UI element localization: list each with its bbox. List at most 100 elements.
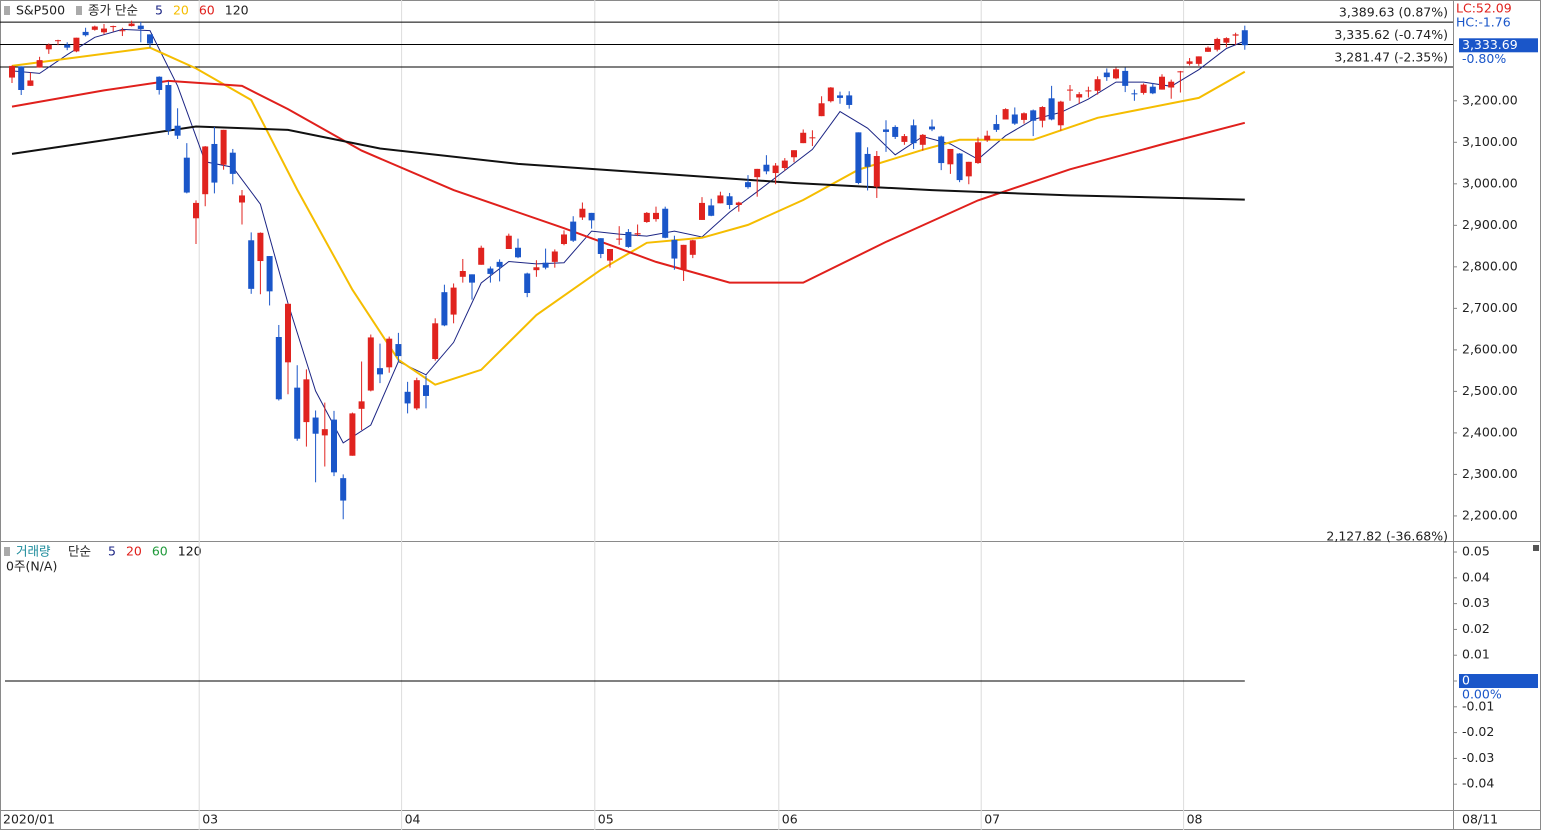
legend-entry: 120 bbox=[178, 544, 202, 559]
candle-body bbox=[1021, 113, 1027, 120]
candle-body bbox=[119, 30, 126, 32]
candle-body bbox=[763, 164, 770, 172]
candle-body bbox=[156, 76, 163, 91]
volume-title: 거래량 bbox=[16, 544, 51, 559]
candle-body bbox=[1002, 109, 1009, 120]
candle-body bbox=[892, 126, 899, 137]
y-tick-label: -0.01 bbox=[1462, 698, 1494, 713]
header-icon bbox=[4, 6, 10, 15]
candle-body bbox=[220, 129, 227, 165]
candle-body bbox=[1057, 101, 1064, 126]
ma-line bbox=[11, 125, 1245, 201]
candle-body bbox=[1140, 84, 1147, 93]
candle-body bbox=[938, 136, 945, 164]
y-tick-label: 0.03 bbox=[1462, 595, 1490, 610]
candle-body bbox=[1195, 56, 1202, 64]
candle-body bbox=[101, 28, 107, 33]
candle-body bbox=[36, 60, 43, 68]
candle-body bbox=[266, 256, 273, 292]
candle-body bbox=[1067, 89, 1073, 91]
candle-body bbox=[1241, 30, 1248, 46]
candle-body bbox=[202, 146, 209, 195]
candle-body bbox=[837, 95, 843, 98]
candle-body bbox=[1177, 71, 1184, 73]
candle-body bbox=[285, 303, 291, 363]
candle-body bbox=[1048, 98, 1055, 120]
candle-body bbox=[818, 103, 825, 117]
candle-body bbox=[303, 379, 310, 423]
last-value-label: 0 bbox=[1462, 673, 1470, 688]
candle-body bbox=[643, 212, 650, 223]
candle-body bbox=[588, 212, 595, 221]
candle-body bbox=[239, 195, 245, 203]
candle-body bbox=[653, 212, 659, 220]
candle-body bbox=[524, 273, 531, 294]
y-tick-label: 2,500.00 bbox=[1462, 383, 1518, 398]
candle-body bbox=[248, 240, 255, 289]
candle-body bbox=[533, 267, 540, 271]
candle-body bbox=[708, 205, 715, 216]
candle-body bbox=[671, 239, 678, 259]
candle-body bbox=[1232, 34, 1239, 36]
x-tick-label: 03 bbox=[202, 812, 218, 827]
candle-body bbox=[64, 44, 71, 48]
candle-body bbox=[929, 126, 935, 130]
candle-body bbox=[441, 292, 448, 326]
lc-label: LC:52.09 bbox=[1456, 1, 1512, 16]
candle-body bbox=[1186, 61, 1193, 64]
candle-body bbox=[229, 152, 236, 174]
candle-body bbox=[791, 150, 797, 158]
candle-body bbox=[809, 137, 816, 139]
candle-body bbox=[82, 31, 89, 36]
legend-entry: 60 bbox=[152, 544, 168, 559]
candle-body bbox=[395, 344, 402, 357]
candle-body bbox=[561, 234, 567, 245]
candle-body bbox=[1085, 90, 1092, 92]
x-tick-label: 04 bbox=[405, 812, 421, 827]
candle-body bbox=[1113, 69, 1119, 79]
candle-body bbox=[956, 153, 963, 181]
candle-body bbox=[1159, 76, 1165, 90]
candle-body bbox=[1094, 79, 1101, 91]
candle-body bbox=[1131, 93, 1138, 95]
candle-body bbox=[321, 429, 328, 436]
candle-body bbox=[73, 37, 80, 52]
candle-body bbox=[27, 80, 34, 86]
legend-entry: 20 bbox=[126, 544, 142, 559]
candle-body bbox=[634, 233, 641, 235]
candle-body bbox=[505, 235, 512, 249]
candle-body bbox=[211, 143, 218, 183]
candle-body bbox=[846, 95, 853, 105]
x-tick-label: 06 bbox=[782, 812, 798, 827]
low-label: 2,127.82 (-36.68%) bbox=[1326, 529, 1448, 544]
y-tick-label: -0.02 bbox=[1462, 724, 1494, 739]
candle-body bbox=[625, 231, 632, 247]
y-tick-label: 3,100.00 bbox=[1462, 134, 1518, 149]
legend-entry: 5 bbox=[108, 544, 116, 559]
candle-body bbox=[579, 208, 586, 218]
candle-body bbox=[110, 26, 117, 28]
candle-body bbox=[1030, 110, 1037, 121]
candle-body bbox=[358, 401, 365, 409]
y-tick-label: 3,200.00 bbox=[1462, 92, 1518, 107]
candle-body bbox=[413, 380, 420, 409]
candle-body bbox=[975, 142, 981, 164]
candle-body bbox=[689, 240, 696, 255]
reference-label: 3,281.47 (-2.35%) bbox=[1334, 49, 1448, 64]
candle-body bbox=[128, 23, 135, 27]
y-tick-label: -0.03 bbox=[1462, 750, 1494, 765]
volume-ma-label: 단순 bbox=[68, 544, 91, 559]
volume-note: 0주(N/A) bbox=[6, 559, 57, 574]
candle-body bbox=[478, 247, 485, 265]
panel-button[interactable] bbox=[1533, 545, 1539, 551]
ma-label: 종가 단순 bbox=[88, 3, 138, 18]
candle-body bbox=[450, 287, 457, 315]
candle-body bbox=[9, 65, 15, 78]
candle-body bbox=[137, 25, 144, 29]
candle-body bbox=[717, 195, 724, 204]
y-tick-label: 0.02 bbox=[1462, 621, 1490, 636]
candle-body bbox=[404, 391, 411, 404]
candle-body bbox=[469, 274, 475, 283]
candle-body bbox=[183, 157, 190, 193]
candle-body bbox=[423, 385, 429, 396]
